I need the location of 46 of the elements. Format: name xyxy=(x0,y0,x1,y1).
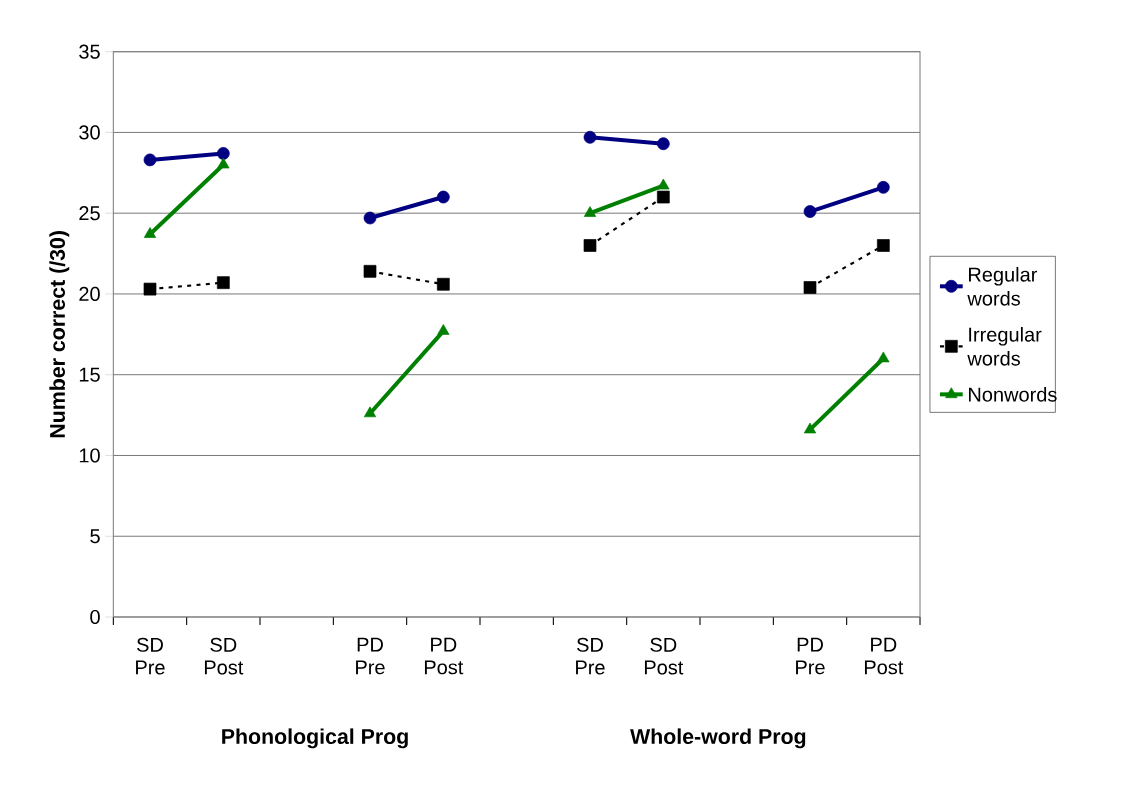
point xyxy=(363,211,377,225)
y-tick-label: 20 xyxy=(79,286,100,302)
y-tick-label: 25 xyxy=(79,206,100,221)
point xyxy=(583,239,597,252)
point xyxy=(583,206,597,217)
text: Whole-word Prog xyxy=(630,728,806,749)
y-axis-title: Number correct (/30) xyxy=(49,231,70,438)
point xyxy=(363,406,377,418)
point xyxy=(877,351,890,363)
legend-label: Regular words xyxy=(967,266,1038,306)
point xyxy=(877,181,890,194)
x-tick-label: SD Post xyxy=(644,637,684,675)
point xyxy=(363,265,377,278)
y-tick-label: 0 xyxy=(90,609,100,625)
y-tick-label: 10 xyxy=(79,448,100,463)
x-tick-label: SD Pre xyxy=(136,637,165,675)
y-tick-label: 30 xyxy=(79,125,100,140)
x-tick-label: SD Pre xyxy=(576,637,605,675)
point xyxy=(437,190,450,204)
point xyxy=(437,277,450,291)
point xyxy=(217,276,230,289)
legend-label: Irregular words xyxy=(967,326,1042,366)
x-tick-label: PD Post xyxy=(424,637,464,675)
point xyxy=(657,178,670,190)
point xyxy=(803,205,817,218)
point xyxy=(803,422,817,434)
point xyxy=(143,227,157,238)
text: Phonological Prog xyxy=(222,728,408,749)
point xyxy=(583,130,597,144)
legend-label: Nonwords xyxy=(969,387,1057,402)
point xyxy=(803,281,817,294)
y-tick-label: 35 xyxy=(79,44,100,59)
point xyxy=(877,239,890,252)
point xyxy=(657,137,670,151)
y-tick-label: 15 xyxy=(79,367,100,382)
y-tick-label: 5 xyxy=(90,529,100,544)
x-tick-label: SD Post xyxy=(204,637,244,675)
point xyxy=(143,282,157,296)
point xyxy=(657,190,670,204)
point xyxy=(437,324,450,335)
point xyxy=(217,147,230,160)
x-tick-label: PD Post xyxy=(864,637,904,675)
x-tick-label: PD Pre xyxy=(796,637,825,675)
point xyxy=(217,157,230,169)
point xyxy=(143,153,157,167)
x-tick-label: PD Pre xyxy=(356,637,385,675)
